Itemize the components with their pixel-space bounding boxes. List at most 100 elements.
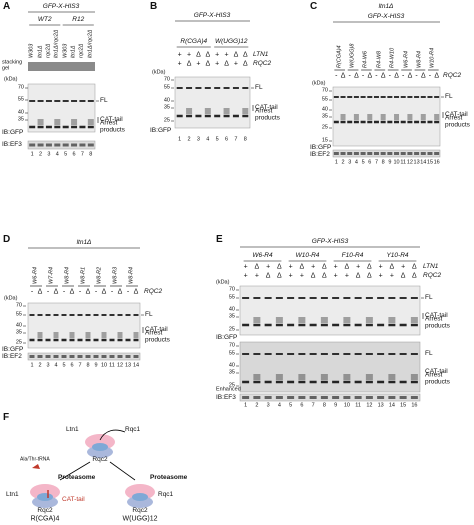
lane-number: 5 [62, 362, 66, 369]
construct-variant: W8-R2 [96, 266, 103, 284]
band [354, 297, 362, 299]
band [109, 355, 115, 358]
band [253, 380, 261, 384]
band [414, 120, 420, 124]
mw-marker: 55 [17, 96, 24, 103]
kda: (kDa) [216, 279, 230, 286]
band [360, 96, 366, 98]
construct-variant: W8-R4 [128, 266, 135, 284]
lane-number: 16 [411, 402, 418, 409]
group: R(CGA)4 [180, 37, 208, 45]
strain: rqc2Δ [78, 43, 85, 58]
genotype-sign: Δ [277, 263, 282, 271]
cat-tail-label: CAT-tail [425, 311, 448, 319]
genotype-sign: + [254, 272, 259, 280]
band [380, 120, 386, 124]
genotype-sign: - [415, 72, 418, 80]
genotype-sign: Δ [340, 72, 346, 80]
band [275, 353, 283, 355]
band [367, 114, 373, 120]
construct-variant: W8-R3 [112, 266, 119, 284]
band [399, 396, 407, 399]
mw-marker: 35 [228, 313, 235, 320]
band [37, 143, 44, 147]
band [287, 297, 295, 299]
band [101, 355, 107, 358]
lane-number: 1 [178, 136, 182, 143]
ib-label: IB:GFP [216, 333, 238, 341]
band [377, 353, 385, 355]
lane-number: 10 [343, 402, 350, 409]
band [399, 380, 407, 384]
band [61, 314, 67, 316]
lane-number: 12 [116, 362, 124, 369]
genotype-sign: + [344, 272, 349, 280]
band [287, 396, 295, 399]
mw-marker: 25 [321, 124, 328, 131]
genotype-sign: + [215, 60, 220, 68]
band [61, 338, 67, 342]
genotype-sign: - [361, 72, 365, 80]
ib-label: IB:GFP [2, 345, 24, 353]
genotype-sign: Δ [37, 288, 43, 296]
strain: ltn1Δ/rqc2Δ [87, 29, 94, 58]
band [410, 297, 418, 299]
band [264, 353, 272, 355]
cat-tail-label: CAT-tail [145, 325, 168, 333]
band [343, 317, 351, 323]
band [298, 323, 306, 327]
genotype-sign: + [243, 272, 248, 280]
mw-marker: 35 [15, 329, 22, 336]
band [223, 108, 230, 114]
strain: ltn1Δ [70, 45, 77, 58]
band [353, 96, 359, 98]
band [410, 353, 418, 355]
band [204, 108, 211, 114]
genotype-sign: + [215, 51, 220, 59]
blot [332, 149, 441, 158]
mw-marker: 40 [163, 97, 170, 104]
band [343, 374, 351, 380]
band [176, 87, 183, 89]
lane-number: 6 [225, 136, 229, 143]
band [377, 323, 385, 327]
mw-marker: 55 [321, 96, 328, 103]
genotype-sign: - [110, 288, 114, 296]
proteasome: Proteasome [150, 473, 188, 481]
band [410, 323, 418, 327]
lane-number: 4 [206, 136, 210, 143]
band [320, 353, 328, 355]
band [133, 314, 139, 316]
genotype-sign: Δ [186, 60, 192, 68]
blot [27, 83, 96, 133]
mw-marker: 70 [163, 76, 170, 83]
genotype-sign: Δ [420, 72, 426, 80]
band [77, 355, 83, 358]
fl-label: FL [425, 293, 433, 301]
band [340, 152, 346, 155]
lane-number: 9 [94, 362, 98, 369]
band [223, 114, 230, 118]
band [29, 143, 36, 147]
band [117, 332, 123, 338]
enhanced-label: Enhanced [216, 386, 241, 393]
genotype-sign: - [402, 72, 405, 80]
band [242, 297, 250, 299]
genotype-sign: + [187, 51, 192, 59]
band [309, 396, 317, 399]
band [353, 120, 359, 124]
genotype-sign: + [356, 263, 361, 271]
genotype-sign: Δ [434, 72, 439, 80]
band [414, 152, 420, 155]
band [399, 353, 407, 355]
ib-label: IB:EF2 [310, 150, 330, 158]
blot [239, 341, 421, 393]
band [410, 380, 418, 384]
band [214, 114, 221, 118]
band [125, 338, 131, 342]
band [37, 100, 44, 102]
band [62, 100, 69, 102]
mw-marker: 55 [228, 294, 235, 301]
genotype-sign: + [311, 263, 316, 271]
band [353, 152, 359, 155]
